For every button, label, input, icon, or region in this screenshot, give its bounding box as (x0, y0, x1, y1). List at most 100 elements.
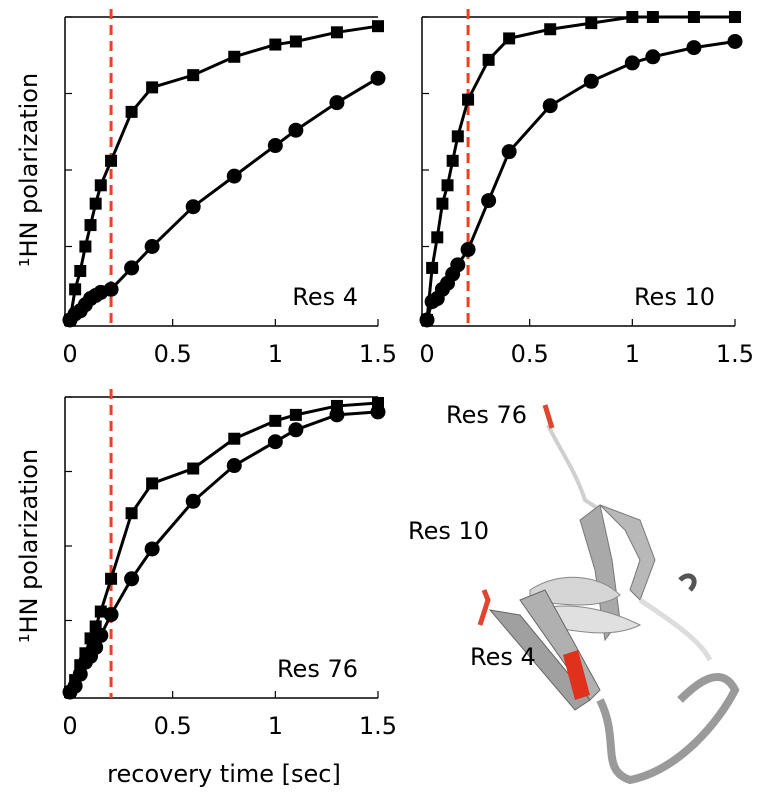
panel-label: Res 76 (277, 655, 358, 683)
data-point (72, 666, 88, 682)
data-point (288, 422, 304, 438)
protein-structure: Res 76 Res 10 Res 4 (408, 401, 740, 785)
x-tick-label: 1.5 (716, 340, 754, 368)
x-tick-label: 1 (625, 340, 640, 368)
loop (596, 673, 740, 785)
structure-label: Res 4 (470, 643, 536, 671)
fit-line (68, 401, 379, 693)
loop (638, 597, 713, 662)
ribbon (546, 424, 602, 512)
x-tick-label: 0.5 (511, 340, 549, 368)
data-point (482, 53, 495, 66)
data-point (187, 69, 200, 82)
data-point (88, 639, 104, 655)
data-point (624, 55, 640, 71)
data-point (503, 32, 516, 45)
data-point (94, 179, 107, 192)
data-point (144, 239, 160, 254)
fit-line (68, 410, 379, 693)
data-point (124, 260, 140, 276)
data-point (226, 168, 242, 184)
data-point (441, 179, 454, 192)
data-point (450, 257, 466, 273)
data-point (228, 432, 241, 445)
data-point (372, 20, 384, 33)
data-point (542, 98, 558, 114)
data-point (446, 154, 459, 167)
data-point (103, 607, 119, 623)
data-point (583, 73, 599, 89)
x-tick-label: 0 (62, 340, 77, 368)
data-point (185, 199, 201, 215)
data-point (419, 312, 435, 328)
residue-76 (542, 404, 555, 429)
panel: 0 0.5 1 1.5 Res 10 (419, 9, 754, 368)
data-point (125, 105, 138, 118)
fit-line (425, 15, 735, 321)
data-point (370, 404, 386, 420)
data-point (460, 242, 476, 258)
data-point (426, 261, 439, 274)
data-point (585, 17, 598, 30)
residue-4 (563, 650, 590, 700)
x-tick-label: 0 (62, 712, 77, 740)
data-point (187, 462, 200, 475)
data-point (501, 144, 517, 160)
data-point (626, 11, 639, 23)
y-axis-label: ¹HN polarization (15, 73, 43, 267)
data-point (686, 40, 702, 56)
data-point (330, 26, 343, 39)
data-point (185, 493, 201, 509)
residue-10 (477, 589, 491, 626)
fit-line (425, 39, 736, 321)
x-tick-label: 1.5 (359, 712, 397, 740)
panel: 0 0.5 1 1.5 Res 76 ¹HN polarization recovery t… (15, 389, 397, 788)
y-axis-label: ¹HN polarization (15, 449, 43, 643)
data-point (93, 627, 109, 643)
data-point (462, 93, 475, 106)
data-point (431, 231, 444, 244)
data-point (729, 11, 741, 23)
panel-label: Res 4 (292, 283, 358, 311)
x-axis-label: recovery time [sec] (107, 760, 341, 788)
data-point (226, 458, 242, 474)
data-point (687, 11, 700, 23)
x-tick-label: 1 (268, 340, 283, 368)
data-point (69, 283, 82, 296)
data-point (544, 23, 557, 36)
data-point (289, 408, 302, 421)
data-point (103, 281, 119, 297)
loop (678, 573, 697, 592)
data-point (125, 507, 138, 520)
data-point (79, 240, 92, 253)
panel-label: Res 10 (634, 283, 715, 311)
data-point (289, 35, 302, 48)
strand (599, 504, 656, 601)
data-point (436, 197, 449, 210)
x-tick-label: 0.5 (154, 340, 192, 368)
data-point (105, 572, 118, 585)
data-point (269, 38, 282, 51)
data-point (74, 264, 87, 277)
data-point (329, 407, 345, 423)
x-tick-label: 0 (419, 340, 434, 368)
data-point (267, 138, 283, 154)
x-tick-label: 1.5 (359, 340, 397, 368)
data-point (451, 130, 464, 143)
data-point (124, 571, 140, 587)
data-point (267, 434, 283, 450)
data-point (146, 81, 159, 94)
structure-label: Res 76 (446, 401, 527, 429)
data-point (89, 197, 102, 210)
x-tick-label: 1 (268, 712, 283, 740)
data-point (67, 678, 83, 694)
data-point (646, 11, 659, 23)
data-point (370, 70, 386, 86)
data-point (105, 154, 118, 167)
data-point (288, 122, 304, 138)
fit-line (68, 24, 379, 321)
data-point (329, 95, 345, 111)
panel: 0 0.5 1 1.5 Res 4 ¹HN polarization (15, 9, 397, 368)
data-point (146, 477, 159, 490)
